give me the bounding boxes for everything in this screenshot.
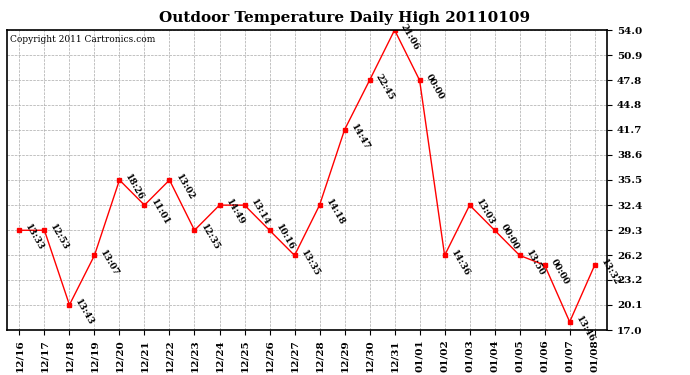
Text: 14:36: 14:36 (448, 248, 471, 278)
Text: 12:53: 12:53 (48, 223, 71, 252)
Text: 13:07: 13:07 (99, 248, 121, 278)
Text: 13:02: 13:02 (174, 173, 196, 202)
Text: 11:01: 11:01 (148, 198, 171, 227)
Text: Outdoor Temperature Daily High 20110109: Outdoor Temperature Daily High 20110109 (159, 11, 531, 25)
Text: 13:32: 13:32 (599, 258, 621, 287)
Text: 13:03: 13:03 (474, 198, 496, 227)
Text: 14:49: 14:49 (224, 198, 246, 227)
Text: 10:16: 10:16 (274, 223, 296, 252)
Text: 13:43: 13:43 (74, 298, 96, 327)
Text: 13:33: 13:33 (23, 223, 46, 253)
Text: 13:46: 13:46 (574, 315, 596, 344)
Text: 00:00: 00:00 (499, 223, 520, 252)
Text: 13:14: 13:14 (248, 198, 271, 227)
Text: 22:45: 22:45 (374, 73, 396, 102)
Text: 18:26: 18:26 (124, 173, 146, 202)
Text: 14:18: 14:18 (324, 198, 346, 227)
Text: Copyright 2011 Cartronics.com: Copyright 2011 Cartronics.com (10, 34, 155, 44)
Text: 00:00: 00:00 (424, 73, 446, 102)
Text: 13:50: 13:50 (524, 248, 546, 278)
Text: 00:00: 00:00 (549, 258, 571, 286)
Text: 14:47: 14:47 (348, 123, 371, 152)
Text: 13:35: 13:35 (299, 248, 321, 278)
Text: 12:35: 12:35 (199, 223, 221, 252)
Text: 21:06: 21:06 (399, 23, 421, 52)
